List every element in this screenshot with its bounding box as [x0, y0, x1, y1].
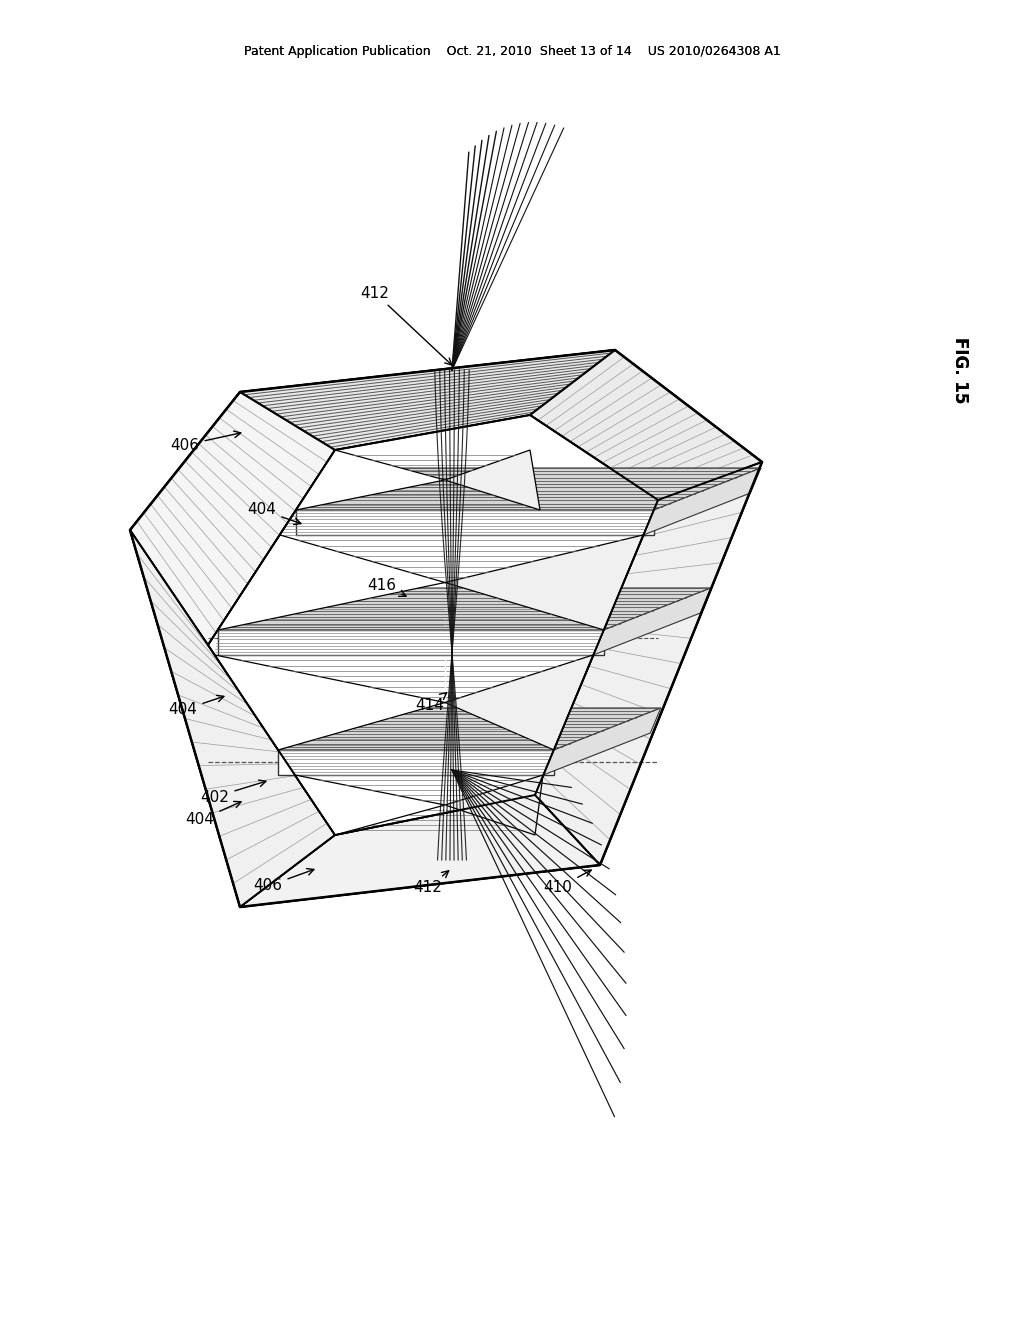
- Polygon shape: [530, 350, 762, 500]
- Polygon shape: [218, 587, 711, 630]
- Text: 406: 406: [171, 432, 241, 453]
- Polygon shape: [130, 531, 335, 907]
- Text: 412: 412: [360, 285, 452, 366]
- Polygon shape: [445, 535, 643, 630]
- Polygon shape: [240, 795, 600, 907]
- Text: 410: 410: [544, 870, 591, 895]
- Polygon shape: [593, 587, 711, 655]
- Text: 404: 404: [185, 801, 241, 828]
- Polygon shape: [279, 708, 660, 750]
- Polygon shape: [296, 510, 654, 535]
- Polygon shape: [208, 414, 658, 836]
- Text: 414: 414: [416, 693, 446, 714]
- Polygon shape: [279, 750, 554, 775]
- Text: 412: 412: [414, 871, 449, 895]
- Text: 406: 406: [254, 869, 314, 894]
- Polygon shape: [240, 350, 615, 450]
- Polygon shape: [643, 469, 761, 535]
- Text: FIG. 15: FIG. 15: [951, 337, 969, 403]
- Polygon shape: [130, 392, 335, 645]
- Polygon shape: [445, 450, 540, 510]
- Polygon shape: [445, 775, 543, 836]
- Text: 404: 404: [248, 503, 301, 524]
- Text: FIG. 15: FIG. 15: [951, 337, 969, 403]
- Polygon shape: [215, 655, 445, 750]
- Polygon shape: [296, 450, 445, 510]
- Text: 416: 416: [368, 578, 407, 597]
- Polygon shape: [535, 462, 762, 865]
- Polygon shape: [130, 350, 762, 907]
- Polygon shape: [218, 630, 604, 655]
- Polygon shape: [544, 708, 660, 775]
- Polygon shape: [218, 535, 445, 630]
- Text: Patent Application Publication    Oct. 21, 2010  Sheet 13 of 14    US 2010/02643: Patent Application Publication Oct. 21, …: [244, 45, 780, 58]
- Polygon shape: [296, 469, 761, 510]
- Polygon shape: [295, 775, 445, 836]
- Text: 402: 402: [201, 780, 266, 804]
- Text: 404: 404: [169, 696, 224, 718]
- Polygon shape: [445, 655, 593, 750]
- Text: Patent Application Publication    Oct. 21, 2010  Sheet 13 of 14    US 2010/02643: Patent Application Publication Oct. 21, …: [244, 45, 780, 58]
